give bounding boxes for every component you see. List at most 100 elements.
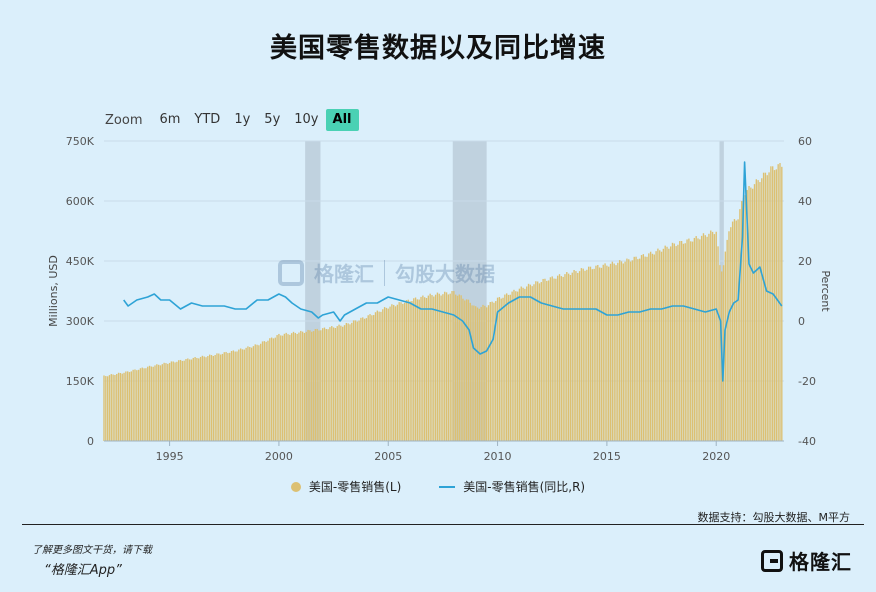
bar — [447, 294, 450, 441]
bar — [436, 292, 439, 441]
bar — [301, 331, 304, 441]
bar — [465, 299, 468, 441]
y-right-tick-label-2: 0 — [798, 315, 805, 328]
bar — [507, 294, 510, 441]
bar — [717, 246, 719, 441]
bar — [103, 375, 105, 441]
zoom-1y-button[interactable]: 1y — [234, 112, 251, 127]
bar — [345, 322, 348, 441]
bar — [642, 254, 645, 441]
bar — [147, 366, 149, 441]
bar — [154, 365, 156, 441]
bar — [360, 317, 362, 441]
bar — [777, 164, 779, 442]
bar — [369, 314, 371, 441]
bar — [498, 297, 501, 441]
bar — [403, 302, 406, 441]
chart-legend: 美国-零售销售(L) 美国-零售销售(同比,R) — [0, 478, 876, 495]
bar — [587, 266, 590, 441]
bar — [108, 375, 111, 441]
bar — [389, 306, 391, 441]
bar — [617, 262, 619, 441]
zoom-all-button[interactable]: All — [325, 109, 359, 131]
bar — [318, 330, 320, 441]
bar — [358, 320, 360, 441]
bar — [635, 256, 637, 441]
bar — [606, 265, 608, 441]
bar — [106, 376, 109, 441]
bar — [560, 276, 563, 441]
bar — [414, 297, 417, 441]
bar — [598, 267, 601, 441]
bar — [187, 358, 189, 441]
bar — [128, 372, 131, 441]
bar — [527, 283, 530, 441]
bar — [755, 179, 757, 441]
bar — [400, 302, 402, 441]
bar — [460, 295, 462, 441]
bar — [413, 298, 415, 441]
bar — [216, 353, 218, 441]
watermark-separator — [384, 259, 385, 286]
legend-item-bar[interactable]: 美国-零售销售(L) — [290, 478, 402, 495]
x-tick-label-0: 1995 — [156, 450, 184, 463]
bar — [281, 335, 284, 441]
bar — [471, 305, 473, 441]
y-right-tick-label-0: -40 — [798, 435, 816, 448]
bar — [469, 302, 471, 441]
bar — [383, 307, 386, 441]
bar — [659, 250, 661, 441]
bar — [467, 299, 470, 441]
bar — [480, 306, 482, 441]
bar — [577, 272, 579, 441]
bar — [185, 359, 187, 441]
bar — [702, 233, 705, 441]
bar — [407, 299, 409, 441]
bar — [458, 294, 460, 441]
legend-bar-label: 美国-零售销售(L) — [308, 480, 402, 494]
bar — [196, 357, 198, 441]
bar — [214, 355, 216, 441]
bar — [298, 332, 300, 441]
bar — [538, 283, 541, 441]
bar — [445, 292, 448, 441]
bar — [555, 278, 557, 441]
bar — [600, 267, 603, 441]
bar — [613, 263, 615, 441]
bar — [518, 288, 521, 441]
bar — [557, 275, 559, 441]
bar — [205, 357, 207, 441]
bar — [726, 239, 728, 441]
bar — [287, 334, 289, 441]
brand-logo-icon — [761, 549, 783, 572]
bar — [427, 295, 430, 441]
bar — [618, 260, 621, 441]
bar — [249, 347, 251, 441]
bar — [376, 310, 378, 441]
bar — [724, 251, 727, 441]
bar — [531, 286, 533, 441]
bar — [562, 276, 564, 441]
bar — [624, 261, 626, 441]
zoom-6m-button[interactable]: 6m — [159, 112, 181, 127]
bar — [675, 246, 677, 441]
bar — [167, 363, 169, 441]
bar — [161, 364, 163, 441]
bar — [418, 299, 420, 441]
bar — [711, 231, 714, 441]
bar — [593, 268, 595, 441]
bar — [311, 331, 313, 441]
zoom-10y-button[interactable]: 10y — [294, 112, 319, 127]
zoom-ytd-button[interactable]: YTD — [194, 112, 221, 127]
bar — [416, 299, 419, 441]
zoom-5y-button[interactable]: 5y — [264, 112, 281, 127]
bar — [757, 180, 759, 441]
bar — [314, 329, 317, 441]
bar — [331, 326, 333, 441]
bar — [238, 349, 240, 441]
bar — [660, 251, 663, 441]
bar — [664, 245, 666, 441]
bar — [208, 354, 211, 441]
y-left-axis-title: Millions, USD — [47, 255, 60, 327]
legend-item-line[interactable]: 美国-零售销售(同比,R) — [439, 478, 585, 495]
